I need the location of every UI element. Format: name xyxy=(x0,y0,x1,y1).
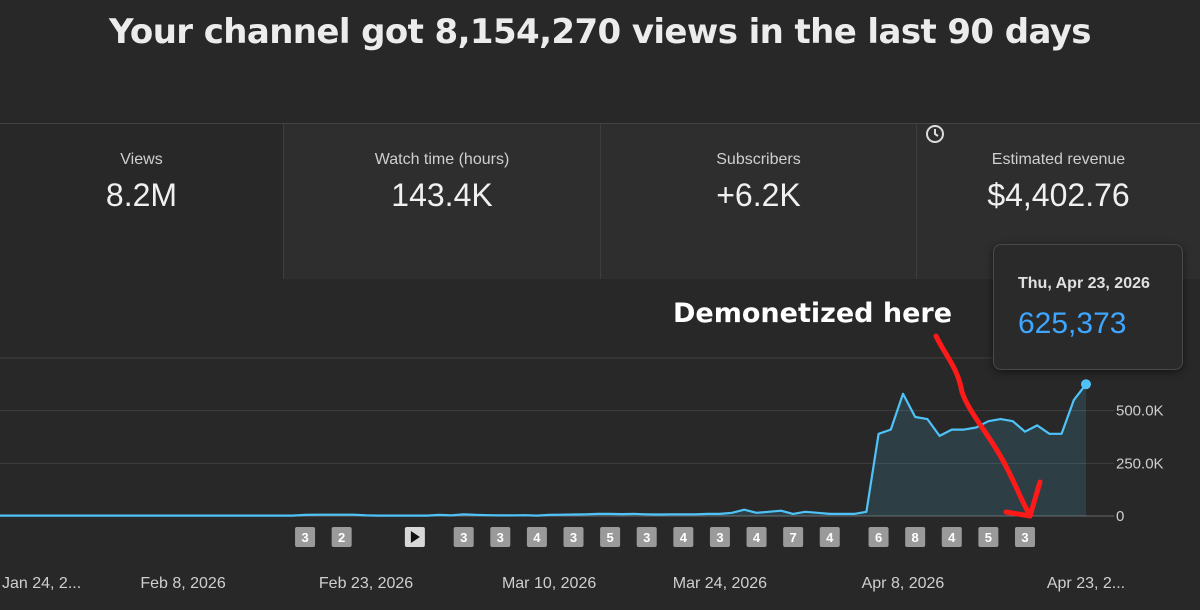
content-marker-box xyxy=(526,527,547,547)
metric-label: Watch time (hours) xyxy=(374,151,510,168)
metric-label: Subscribers xyxy=(716,151,801,168)
content-marker[interactable]: 3 xyxy=(563,527,584,547)
play-marker[interactable] xyxy=(404,527,425,547)
x-tick-label: Jan 24, 2... xyxy=(2,575,81,592)
annotation-arrow xyxy=(933,333,1025,503)
play-icon xyxy=(410,531,420,543)
content-marker-count: 5 xyxy=(985,530,992,545)
content-marker-count: 7 xyxy=(790,530,797,545)
x-tick-label: Mar 10, 2026 xyxy=(502,575,596,592)
content-marker-box xyxy=(453,527,474,547)
content-marker-box xyxy=(490,527,511,547)
content-marker-box xyxy=(868,527,889,547)
content-marker-count: 3 xyxy=(716,530,723,545)
tooltip-value: 625,373 xyxy=(1018,307,1127,340)
metric-value: 143.4K xyxy=(391,177,493,213)
content-marker-box xyxy=(1014,527,1035,547)
content-marker-count: 3 xyxy=(570,530,577,545)
metric-tile-subscribers[interactable]: Subscribers +6.2K xyxy=(600,124,916,279)
metric-value: $4,402.76 xyxy=(987,177,1130,213)
views-series-line[interactable] xyxy=(0,383,1087,517)
y-tick-label: 250.0K xyxy=(1116,455,1164,472)
content-marker[interactable]: 3 xyxy=(709,527,730,547)
metric-label: Estimated revenue xyxy=(991,151,1126,168)
metric-label: Views xyxy=(120,151,163,168)
content-marker[interactable]: 3 xyxy=(295,527,316,547)
x-tick-label: Feb 23, 2026 xyxy=(319,575,413,592)
content-marker-count: 4 xyxy=(948,530,956,545)
content-marker-count: 4 xyxy=(826,530,834,545)
content-marker-box xyxy=(978,527,999,547)
clock-icon xyxy=(926,125,944,143)
content-marker[interactable]: 3 xyxy=(636,527,657,547)
content-marker[interactable]: 4 xyxy=(746,527,767,547)
y-tick-label: 500.0K xyxy=(1116,403,1164,420)
metric-tile-views[interactable]: Views 8.2M xyxy=(0,124,283,279)
content-marker[interactable]: 4 xyxy=(526,527,547,547)
content-marker-count: 6 xyxy=(875,530,882,545)
metric-value: +6.2K xyxy=(716,177,801,213)
content-marker[interactable]: 5 xyxy=(978,527,999,547)
content-marker-box xyxy=(709,527,730,547)
content-marker-count: 3 xyxy=(497,530,504,545)
content-marker-box xyxy=(819,527,840,547)
content-marker-count: 5 xyxy=(606,530,613,545)
content-marker-box xyxy=(331,527,352,547)
content-marker-box xyxy=(563,527,584,547)
metric-tile-watch-time[interactable]: Watch time (hours) 143.4K xyxy=(283,124,600,279)
content-marker[interactable]: 3 xyxy=(1014,527,1035,547)
content-marker-count: 8 xyxy=(912,530,919,545)
views-area-fill xyxy=(0,384,1086,516)
page-headline: Your channel got 8,154,270 views in the … xyxy=(109,12,1092,52)
metric-value: 8.2M xyxy=(105,177,178,213)
content-marker-count: 4 xyxy=(753,530,761,545)
content-marker[interactable]: 5 xyxy=(600,527,621,547)
content-marker-count: 4 xyxy=(533,530,541,545)
content-marker-count: 3 xyxy=(1021,530,1028,545)
content-marker[interactable]: 7 xyxy=(783,527,804,547)
content-marker-box xyxy=(636,527,657,547)
chart-tooltip: Thu, Apr 23, 2026 625,373 xyxy=(993,244,1183,370)
content-marker[interactable]: 4 xyxy=(941,527,962,547)
content-marker-count: 3 xyxy=(643,530,650,545)
x-tick-label: Apr 23, 2... xyxy=(1047,575,1125,592)
annotation-arrowhead xyxy=(1003,479,1043,519)
content-marker-box xyxy=(941,527,962,547)
content-marker[interactable]: 2 xyxy=(331,527,352,547)
content-marker-count: 4 xyxy=(680,530,688,545)
content-marker-count: 3 xyxy=(460,530,467,545)
content-marker[interactable]: 3 xyxy=(453,527,474,547)
content-marker[interactable]: 4 xyxy=(819,527,840,547)
content-marker-box xyxy=(673,527,694,547)
tooltip-date: Thu, Apr 23, 2026 xyxy=(1018,275,1150,292)
content-marker[interactable]: 3 xyxy=(490,527,511,547)
y-tick-label: 0 xyxy=(1116,508,1124,525)
x-tick-label: Feb 8, 2026 xyxy=(140,575,226,592)
content-marker[interactable]: 8 xyxy=(905,527,926,547)
content-marker-box xyxy=(600,527,621,547)
content-marker-box xyxy=(905,527,926,547)
annotation-text: Demonetized here xyxy=(673,298,953,329)
x-tick-label: Apr 8, 2026 xyxy=(862,575,945,592)
content-marker[interactable]: 6 xyxy=(868,527,889,547)
highlight-point[interactable] xyxy=(1081,379,1091,390)
content-marker-box xyxy=(783,527,804,547)
content-marker[interactable]: 4 xyxy=(673,527,694,547)
content-marker-count: 3 xyxy=(301,530,308,545)
content-marker-count: 2 xyxy=(338,530,345,545)
content-marker-box xyxy=(295,527,316,547)
x-tick-label: Mar 24, 2026 xyxy=(673,575,767,592)
content-marker-box xyxy=(746,527,767,547)
